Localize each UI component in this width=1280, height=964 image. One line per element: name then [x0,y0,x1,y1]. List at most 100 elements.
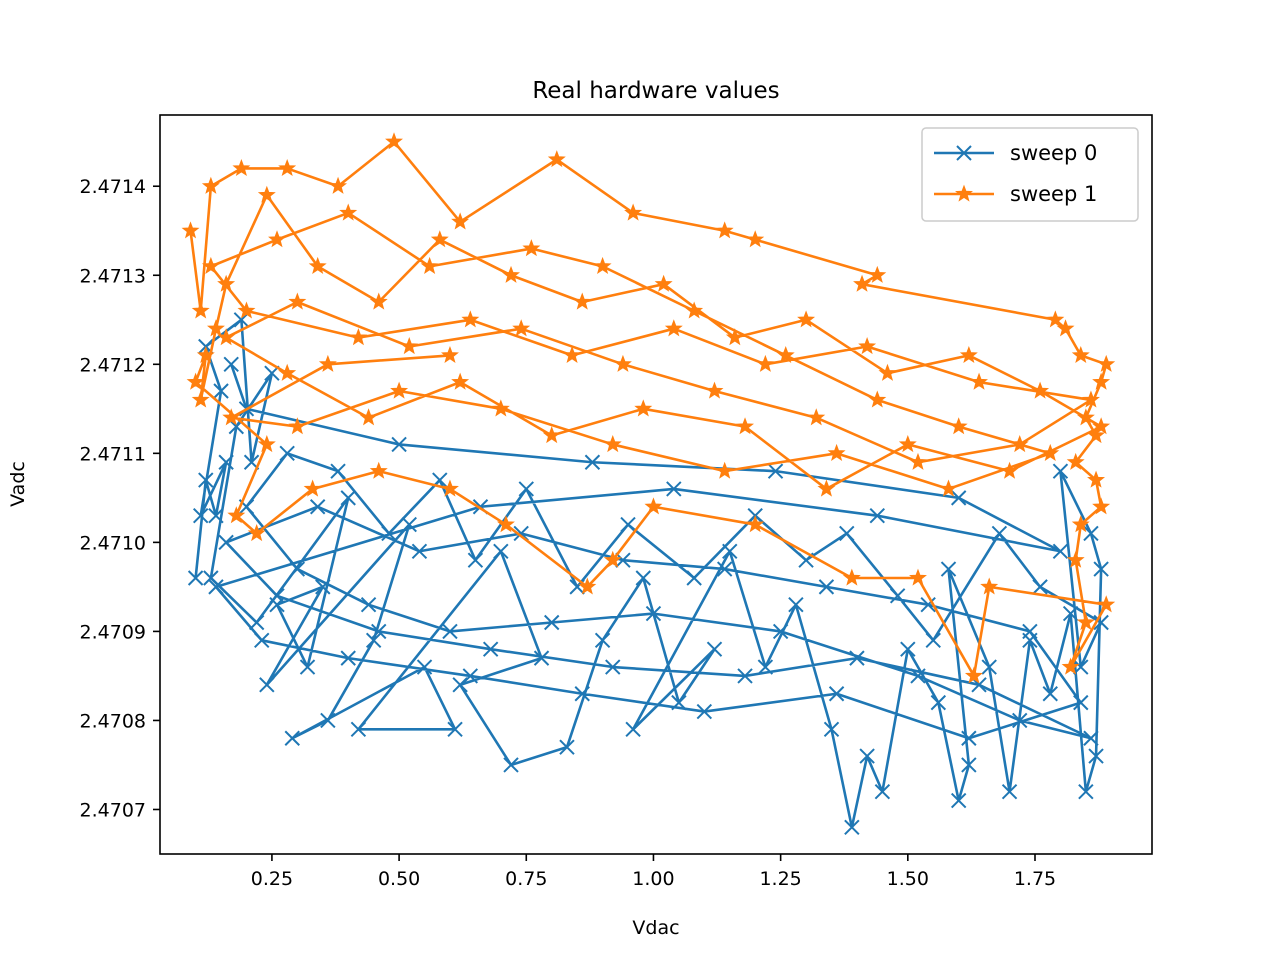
data-point [502,265,520,283]
data-point [920,596,936,613]
data-point [208,579,224,595]
data-point [853,274,871,292]
data-point [1071,345,1090,364]
data-point [1092,417,1111,435]
data-point [496,515,515,533]
x-axis-label: Vdac [632,917,679,939]
data-point [467,552,484,568]
data-point [308,256,327,274]
plot-area [181,132,1116,835]
data-point [1010,435,1029,453]
data-point [746,230,765,248]
data-point [757,659,774,675]
data-point [849,650,865,666]
data-point [664,319,683,337]
data-point [533,650,550,666]
data-point [1066,452,1085,470]
data-point [441,479,459,497]
data-point [441,345,459,364]
data-point [1052,543,1069,559]
data-point [257,435,276,453]
data-point [513,525,529,542]
data-point [964,666,983,684]
data-point [547,150,566,168]
data-point [371,623,387,640]
data-point [900,641,916,657]
data-point [654,274,673,292]
data-point [303,479,322,497]
series-line [194,318,1103,829]
x-axis-ticks: 0.25 0.50 0.75 1.00 1.25 1.50 1.75 [251,854,1056,890]
data-point [1092,497,1111,515]
data-point [289,561,306,577]
y-tick-label: 2.4711 [80,443,146,465]
data-point [278,158,297,177]
data-point [1000,461,1019,479]
data-point [198,472,214,488]
legend-marker [956,145,972,161]
data-point [369,292,388,310]
data-point [776,345,795,364]
data-point [360,596,377,613]
data-point [756,354,775,372]
data-point [1056,319,1075,337]
data-point [390,381,409,399]
x-tick-label: 0.25 [251,868,293,890]
data-point [385,132,403,150]
data-point [512,319,531,337]
data-point [196,345,215,364]
data-point [227,506,246,524]
data-point [330,463,346,479]
data-point [737,668,753,684]
data-point [391,436,407,453]
data-point [217,328,236,346]
data-point [320,712,336,729]
data-point [203,570,219,586]
data-point [1041,443,1060,461]
data-point [1052,463,1069,479]
data-point [666,481,682,497]
data-point [686,570,702,586]
chart-title: Real hardware values [532,78,779,104]
data-point [950,490,967,506]
y-tick-label: 2.4708 [80,710,146,732]
data-point [340,650,356,666]
series-line [189,140,1108,678]
data-point [706,641,723,657]
data-point [981,659,997,675]
data-point [462,668,479,684]
data-point [828,686,845,702]
data-point [868,265,887,283]
data-point [1046,310,1065,328]
data-point [705,381,724,399]
data-point [430,230,449,248]
data-point [961,730,977,746]
data-point [605,659,621,675]
data-point [930,694,947,711]
data-point [559,739,575,755]
data-point [584,454,601,470]
data-point [208,507,224,524]
data-point [181,221,200,239]
data-point [772,623,789,640]
data-point [574,686,590,702]
data-point [788,596,804,613]
data-point [1071,515,1090,533]
data-point [218,534,234,551]
data-point [940,561,957,577]
data-point [278,363,297,381]
data-point [696,703,713,720]
x-tick-label: 1.00 [632,868,674,890]
data-point [247,524,266,542]
data-point [213,383,229,399]
data-point [420,256,439,274]
data-point [991,525,1008,542]
data-point [959,345,978,364]
data-point [309,499,326,515]
data-point [818,579,835,595]
data-point [1087,470,1106,488]
data-point [269,588,285,604]
data-point [1076,408,1095,426]
data-point [613,354,632,372]
